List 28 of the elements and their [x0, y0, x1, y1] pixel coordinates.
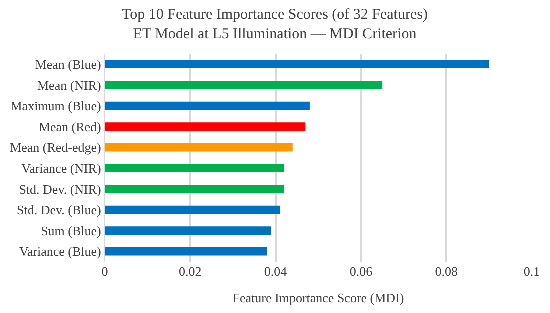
bar — [105, 206, 280, 214]
y-tick-label: Mean (NIR) — [37, 78, 102, 93]
bar — [105, 60, 490, 69]
y-tick-label: Mean (Blue) — [35, 56, 102, 72]
bar — [105, 164, 284, 173]
bar — [105, 226, 272, 235]
y-tick-label: Std. Dev. (Blue) — [17, 202, 102, 218]
y-tick-label: Maximum (Blue) — [10, 98, 102, 114]
y-tick-label: Mean (Red-edge) — [10, 140, 102, 156]
bar — [105, 247, 268, 256]
chart-title: Top 10 Feature Importance Scores (of 32 Features) ET Model at L5 Illumination — MDI Criterion — [122, 6, 428, 42]
x-tick-label: 0.06 — [350, 264, 374, 279]
bar — [105, 185, 284, 194]
x-tick-label: 0 — [102, 264, 108, 279]
x-tick-label: 0.08 — [435, 264, 458, 279]
y-tick-label: Sum (Blue) — [41, 223, 102, 238]
bar — [105, 122, 306, 131]
bar — [105, 143, 293, 152]
y-tick-label: Variance (NIR) — [22, 160, 102, 176]
x-tick-label: 0.1 — [524, 264, 540, 279]
y-tick-label: Variance (Blue) — [19, 244, 102, 260]
x-tick-label: 0.04 — [264, 264, 288, 279]
x-tick-label: 0.02 — [179, 264, 202, 279]
bar — [105, 81, 383, 90]
x-axis-title: Feature Importance Score (MDI) — [232, 290, 404, 306]
bar — [105, 102, 310, 110]
y-tick-label: Mean (Red) — [38, 119, 102, 134]
y-tick-label: Std. Dev. (NIR) — [19, 182, 102, 197]
